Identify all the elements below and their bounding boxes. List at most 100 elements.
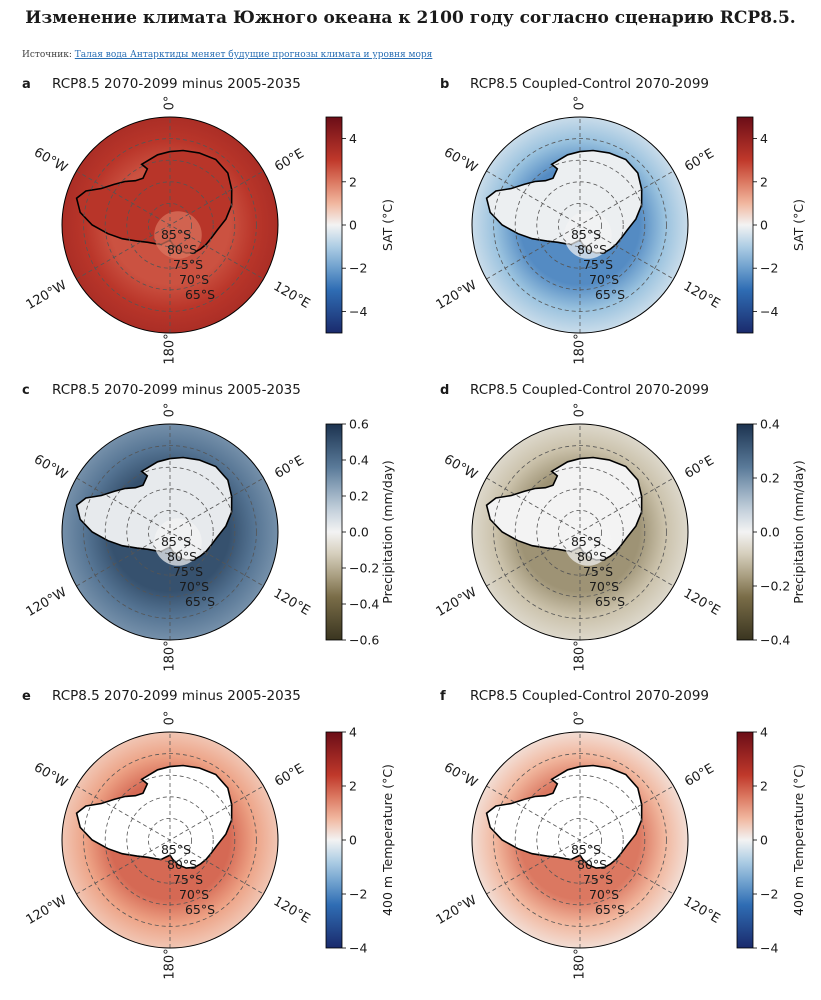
colorbar <box>325 116 343 334</box>
colorbar-tick-label: −0.6 <box>349 633 379 648</box>
map-panel-f: f RCP8.5 Coupled-Control 2070-2099 0° 60°E 1… <box>434 688 806 980</box>
interior-field <box>564 518 612 566</box>
colorbar <box>736 731 754 949</box>
lon-label: 60°W <box>441 760 480 791</box>
lat-label: 65°S <box>185 902 215 917</box>
colorbar <box>325 423 343 641</box>
colorbar-tick-label: −4 <box>760 941 778 956</box>
map-panel-d: d RCP8.5 Coupled-Control 2070-2099 0° 60°E 1… <box>434 382 806 672</box>
colorbar-tick-label: −2 <box>760 887 778 902</box>
colorbar-tick-label: −0.2 <box>349 561 379 576</box>
meridian-line <box>486 785 674 895</box>
colorbar-tick-label: 2 <box>760 174 768 189</box>
panel-title: RCP8.5 Coupled-Control 2070-2099 <box>470 688 709 704</box>
meridian-line <box>486 170 674 280</box>
lat-label: 85°S <box>161 842 191 857</box>
colorbar-tick-label: −2 <box>760 261 778 276</box>
colorbar-tick-label: −0.2 <box>760 579 790 594</box>
colorbar-tick-label: 0.2 <box>760 471 780 486</box>
panel-title: RCP8.5 2070-2099 minus 2005-2035 <box>52 382 301 398</box>
lon-label: 120°W <box>434 585 480 620</box>
lon-label: 120°W <box>24 585 70 620</box>
source-line: Источник: Талая вода Антарктиды меняет б… <box>22 50 432 60</box>
lat-label: 85°S <box>571 227 601 242</box>
colorbar-tick-label: 0.2 <box>349 489 369 504</box>
lon-label: 0° <box>163 96 178 111</box>
lat-circle <box>536 796 624 884</box>
map-panel-b: b RCP8.5 Coupled-Control 2070-2099 0° 60°E 1… <box>434 76 806 365</box>
lon-label: 180° <box>573 948 588 979</box>
lon-label: 60°W <box>441 145 480 176</box>
meridian-line <box>76 477 264 587</box>
lat-label: 80°S <box>577 549 607 564</box>
lon-label: 60°E <box>682 453 717 482</box>
lat-label: 70°S <box>179 272 209 287</box>
source-link[interactable]: Талая вода Антарктиды меняет будущие про… <box>74 50 433 60</box>
colorbar-label: Precipitation (mm/day) <box>791 460 806 603</box>
lon-label: 60°E <box>272 453 307 482</box>
lat-label: 85°S <box>571 842 601 857</box>
lon-label: 180° <box>163 640 178 671</box>
meridian-line <box>76 170 264 280</box>
lon-label: 60°E <box>272 761 307 790</box>
colorbar-tick-label: 0.4 <box>349 453 369 468</box>
lon-label: 60°W <box>441 452 480 483</box>
panel-label: f <box>440 689 446 704</box>
colorbar-tick-label: −4 <box>349 941 367 956</box>
panel-title: RCP8.5 2070-2099 minus 2005-2035 <box>52 688 301 704</box>
lat-circle <box>126 488 214 576</box>
map-border <box>61 423 279 641</box>
colorbar <box>736 423 754 641</box>
meridian-line <box>76 785 264 895</box>
colorbar-tick-label: 0.0 <box>760 525 780 540</box>
lon-label: 0° <box>573 96 588 111</box>
lat-label: 80°S <box>167 242 197 257</box>
lat-label: 75°S <box>173 257 203 272</box>
colorbar-label: SAT (°C) <box>791 199 806 251</box>
colorbar-tick-label: 4 <box>349 131 357 146</box>
lat-label: 85°S <box>571 534 601 549</box>
lat-label: 80°S <box>167 549 197 564</box>
lat-label: 75°S <box>173 872 203 887</box>
lat-label: 65°S <box>595 287 625 302</box>
lon-label: 120°E <box>271 586 313 619</box>
colorbar-tick-label: 0 <box>349 218 357 233</box>
lat-label: 70°S <box>589 272 619 287</box>
colorbar-tick-label: 2 <box>349 779 357 794</box>
lon-label: 60°E <box>682 146 717 175</box>
panel-title: RCP8.5 2070-2099 minus 2005-2035 <box>52 76 301 92</box>
panel-label: e <box>22 689 31 704</box>
lon-label: 0° <box>573 403 588 418</box>
page-title: Изменение климата Южного океана к 2100 г… <box>25 8 796 28</box>
panel-label: c <box>22 383 30 398</box>
lat-label: 75°S <box>583 257 613 272</box>
lat-circle <box>536 181 624 269</box>
colorbar-tick-label: 0 <box>760 218 768 233</box>
lon-label: 60°W <box>31 145 70 176</box>
colorbar-tick-label: −2 <box>349 887 367 902</box>
lat-label: 65°S <box>185 594 215 609</box>
lon-label: 0° <box>163 403 178 418</box>
colorbar-label: 400 m Temperature (°C) <box>791 764 806 916</box>
colorbar-tick-label: −0.4 <box>349 597 379 612</box>
lon-label: 60°E <box>272 146 307 175</box>
lat-label: 75°S <box>583 872 613 887</box>
lat-label: 80°S <box>577 242 607 257</box>
map-border <box>61 116 279 334</box>
map-border <box>471 731 689 949</box>
colorbar <box>736 116 754 334</box>
colorbar-label: Precipitation (mm/day) <box>380 460 395 603</box>
colorbar-tick-label: 0.4 <box>760 417 780 432</box>
map-border <box>471 423 689 641</box>
colorbar-tick-label: 0 <box>760 833 768 848</box>
lat-label: 85°S <box>161 227 191 242</box>
lon-label: 120°E <box>271 279 313 312</box>
interior-field <box>564 211 612 259</box>
source-label: Источник: <box>22 50 72 60</box>
lat-label: 80°S <box>577 857 607 872</box>
colorbar-label: SAT (°C) <box>380 199 395 251</box>
map-panel-e: e RCP8.5 2070-2099 minus 2005-2035 0° 60°E 1… <box>22 688 395 980</box>
lon-label: 60°E <box>682 761 717 790</box>
lat-label: 65°S <box>595 902 625 917</box>
